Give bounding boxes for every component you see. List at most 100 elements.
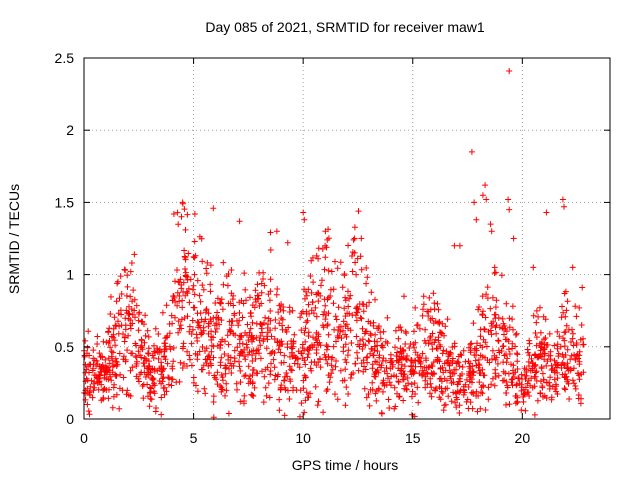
data-point (229, 318, 236, 325)
data-point (343, 359, 350, 366)
data-point (342, 331, 349, 338)
data-point (396, 393, 403, 400)
data-point (248, 313, 255, 320)
data-point (237, 379, 244, 386)
data-point (438, 329, 444, 336)
data-point (277, 349, 284, 356)
data-point (310, 310, 317, 317)
data-point (488, 320, 495, 327)
data-point (135, 327, 142, 334)
data-point (323, 312, 329, 319)
data-point (372, 369, 379, 375)
data-point (391, 384, 398, 391)
data-point (271, 336, 278, 342)
data-point (284, 239, 291, 246)
data-point (241, 353, 248, 360)
data-point (360, 357, 367, 364)
data-point (538, 353, 545, 360)
data-point (479, 390, 486, 397)
data-point (138, 337, 145, 344)
data-point (505, 346, 512, 353)
data-point (273, 291, 280, 298)
data-point (279, 316, 286, 323)
data-point (299, 355, 306, 362)
data-point (127, 325, 134, 332)
data-point (342, 402, 349, 409)
data-point (182, 226, 189, 233)
data-point (219, 306, 226, 313)
data-point (313, 291, 320, 298)
data-point (147, 395, 154, 402)
data-point (254, 281, 261, 288)
data-point (513, 350, 520, 357)
data-point (427, 390, 433, 397)
data-point (530, 312, 537, 319)
data-point (267, 308, 274, 314)
data-point (482, 314, 489, 321)
data-point (364, 274, 371, 281)
data-point (252, 287, 259, 294)
data-point (162, 356, 169, 363)
data-point (327, 286, 334, 293)
data-point (163, 388, 170, 395)
data-point (256, 302, 263, 309)
data-point (459, 364, 466, 370)
data-point (238, 332, 245, 339)
data-point (95, 386, 102, 393)
data-point (466, 344, 472, 351)
data-point (155, 355, 162, 362)
data-point (146, 403, 153, 410)
data-point (518, 371, 525, 378)
data-point (118, 291, 125, 297)
data-point (523, 366, 530, 373)
data-point (339, 284, 346, 291)
data-point (396, 393, 402, 400)
data-point (136, 378, 142, 385)
data-point (504, 384, 511, 391)
data-point (429, 346, 436, 353)
data-point (279, 322, 286, 329)
data-point (123, 391, 130, 398)
data-point (190, 374, 197, 381)
data-point (436, 383, 443, 390)
data-point (546, 330, 553, 337)
data-point (372, 390, 379, 397)
data-point (453, 366, 459, 373)
data-point (471, 199, 478, 206)
data-point (456, 242, 463, 249)
data-point (225, 410, 232, 417)
data-point (503, 390, 509, 396)
data-point (172, 314, 178, 321)
data-point (318, 282, 324, 289)
data-point (98, 381, 105, 388)
data-point (121, 334, 128, 341)
data-point (359, 346, 366, 352)
data-point (537, 329, 544, 336)
data-point (227, 328, 234, 335)
data-point (472, 357, 479, 364)
data-point (518, 407, 525, 414)
data-point (139, 383, 146, 389)
data-point (434, 300, 441, 307)
data-point (501, 331, 507, 338)
data-point (168, 312, 175, 319)
data-point (120, 331, 126, 337)
data-point (430, 359, 437, 366)
data-point (363, 394, 370, 401)
data-point (481, 326, 488, 333)
data-point (179, 365, 186, 371)
data-point (506, 206, 513, 213)
data-point (190, 282, 197, 289)
data-point (94, 333, 101, 340)
data-point (189, 317, 196, 324)
data-point (265, 291, 272, 298)
data-point (537, 390, 544, 397)
data-point (108, 293, 114, 300)
data-point (409, 367, 416, 374)
data-point (194, 318, 201, 325)
data-point (306, 310, 313, 317)
data-point (345, 303, 352, 310)
data-point (194, 277, 201, 284)
data-point (529, 365, 536, 372)
data-point (492, 304, 499, 311)
